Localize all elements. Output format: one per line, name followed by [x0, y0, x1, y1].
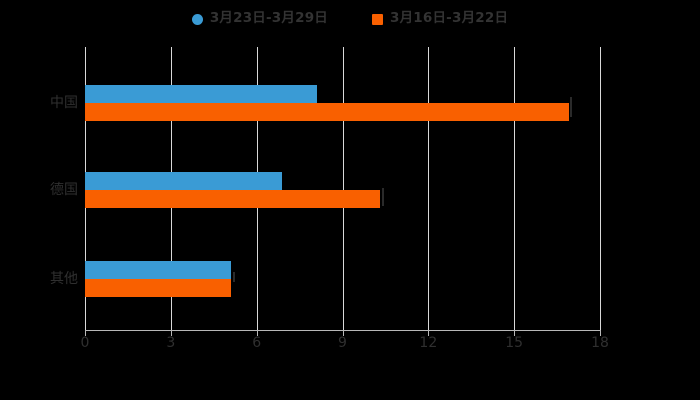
bar-end-tick	[382, 188, 384, 198]
bar-中国-series-0[interactable]	[85, 85, 317, 103]
legend-marker-square-icon	[372, 13, 383, 25]
x-tick-label: 0	[80, 335, 90, 351]
x-tick-mark	[342, 331, 344, 336]
gridline-x-9	[342, 47, 344, 330]
x-tick-mark	[85, 331, 86, 336]
gridline-x-12	[428, 47, 430, 330]
x-tick-label: 6	[252, 335, 262, 351]
x-tick-mark	[514, 331, 516, 336]
x-axis-line	[85, 330, 601, 331]
x-tick-label: 9	[338, 335, 347, 351]
legend-item-0[interactable]: 3月23日-3月29日	[191, 10, 328, 27]
x-tick-mark	[170, 331, 172, 336]
legend-item-label: 3月23日-3月29日	[209, 10, 328, 27]
gridline-x-15	[514, 47, 516, 330]
bar-中国-series-1[interactable]	[85, 103, 569, 121]
y-category-label-1: 德国	[50, 182, 78, 198]
chart-legend: 3月23日-3月29日 3月16日-3月22日	[0, 8, 700, 30]
bar-其他-series-0[interactable]	[85, 261, 231, 279]
bar-德国-series-1[interactable]	[85, 190, 380, 208]
x-tick-label: 3	[166, 335, 176, 351]
legend-item-label: 3月16日-3月22日	[390, 10, 509, 27]
x-tick-mark	[256, 331, 258, 336]
x-tick-mark	[428, 331, 430, 336]
bar-德国-series-0[interactable]	[85, 172, 283, 190]
x-tick-label: 18	[591, 335, 609, 351]
x-tick-mark	[600, 331, 601, 336]
x-tick-label: 12	[419, 335, 438, 351]
legend-marker-circle-icon	[191, 13, 203, 25]
bar-end-tick	[382, 196, 384, 206]
y-category-label-0: 中国	[50, 95, 78, 111]
bar-其他-series-1[interactable]	[85, 279, 231, 297]
gridline-x-18	[600, 47, 601, 330]
y-category-label-2: 其他	[50, 271, 78, 287]
bar-end-tick	[570, 97, 572, 107]
bar-end-tick	[570, 107, 572, 117]
legend-item-1[interactable]: 3月16日-3月22日	[372, 12, 508, 26]
bar-end-tick	[233, 272, 235, 282]
x-tick-label: 15	[505, 335, 524, 351]
